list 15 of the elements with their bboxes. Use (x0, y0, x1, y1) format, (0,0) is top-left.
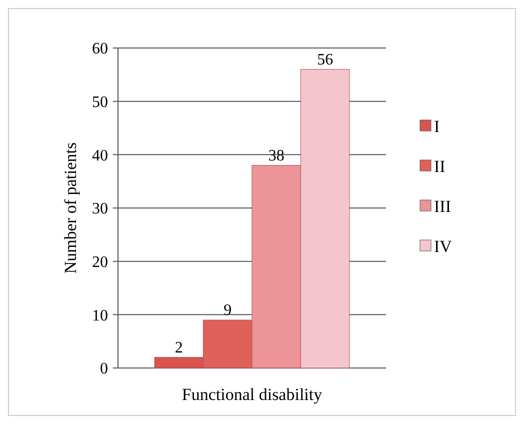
y-tick-label: 0 (100, 360, 108, 378)
y-tick-label: 10 (92, 307, 108, 324)
y-axis-title: Number of patients (61, 142, 80, 274)
x-axis-title: Functional disability (182, 385, 323, 404)
y-tick-label: 50 (92, 94, 108, 111)
legend-label: I (434, 116, 440, 136)
legend-label: III (434, 196, 452, 216)
data-label: 2 (174, 339, 183, 356)
data-label: 56 (317, 51, 334, 68)
legend-label: II (434, 156, 446, 176)
y-tick-label: 40 (92, 147, 108, 164)
legend-label: IV (434, 236, 453, 256)
y-tick-label: 30 (92, 200, 108, 218)
y-tick-label: 20 (92, 254, 108, 271)
y-tick-label: 60 (92, 40, 108, 58)
